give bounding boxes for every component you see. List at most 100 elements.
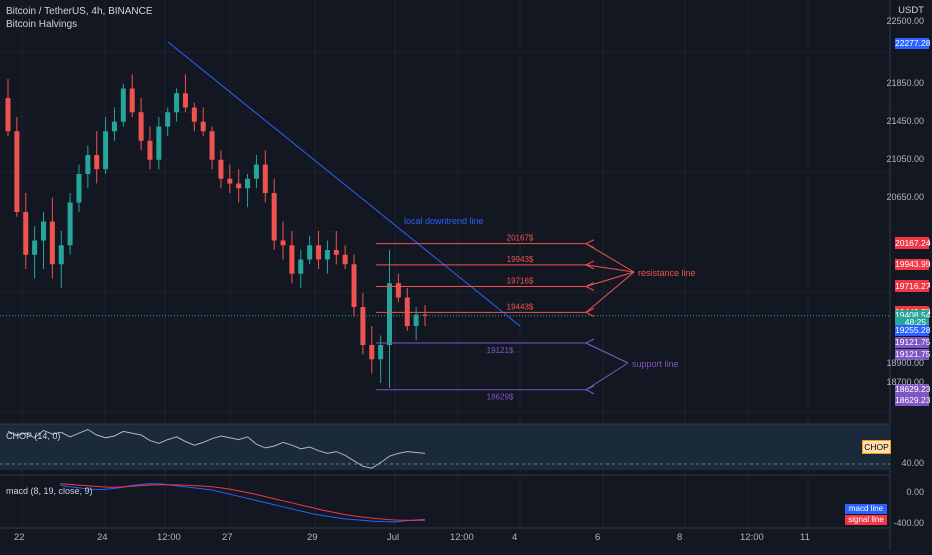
resistance-arrow-line (585, 264, 635, 273)
price-axis-label: 22500.00 (886, 16, 924, 26)
chop-level-label: 40.00 (901, 458, 924, 468)
candle-body (298, 259, 304, 274)
time-axis-label: Jul (387, 532, 400, 543)
resistance-arrow-head (584, 307, 595, 317)
price-tag: 19408.54 (895, 310, 931, 322)
resistance-label: resistance line (638, 268, 696, 278)
candle-body (262, 164, 268, 193)
candle-body (378, 345, 384, 360)
price-axis-label: 18900.00 (886, 358, 924, 368)
candle-body (85, 155, 91, 174)
support-arrow-head (584, 338, 595, 348)
time-axis-label: 29 (307, 532, 318, 543)
time-axis-label: 6 (595, 532, 601, 543)
candle-body (324, 250, 330, 260)
chop-pane-bg (0, 424, 890, 470)
time-axis-label: 8 (677, 532, 683, 543)
candle-body (395, 283, 401, 298)
candle-body (40, 221, 46, 241)
resistance-level-label: 19716$ (507, 276, 534, 285)
price-tag: 19121.75 (895, 337, 931, 349)
candle-body (138, 112, 144, 141)
macd-line-tag: macd line (845, 504, 887, 514)
chop-indicator-title[interactable]: CHOP (14, 0) (6, 431, 61, 441)
price-tag: 22277.28 (895, 37, 931, 49)
time-axis-label: 12:00 (450, 532, 474, 543)
support-label: support line (632, 359, 679, 369)
signal-line-tag: signal line (845, 515, 887, 525)
candle-body (369, 345, 375, 360)
time-axis-label: 11 (800, 532, 810, 543)
candle-body (236, 183, 242, 189)
candle-body (280, 240, 286, 246)
price-axis-label: 21450.00 (886, 115, 924, 126)
macd-indicator-title[interactable]: macd (8, 19, close, 9) (6, 486, 93, 496)
support-arrow-line (585, 362, 629, 391)
candle-body (129, 88, 135, 113)
price-tag: 19121.75 (895, 349, 931, 360)
candle-body (209, 131, 215, 160)
price-axis-label: 21050.00 (886, 153, 924, 164)
chop-badge: CHOP (862, 440, 891, 454)
time-axis-label: 27 (222, 532, 233, 543)
resistance-arrow-head (584, 239, 595, 249)
time-axis-label: 4 (512, 532, 518, 543)
support-level-label: 19121$ (487, 346, 514, 355)
time-axis-label: 22 (14, 532, 25, 543)
price-tag: 48:25 (895, 316, 929, 328)
price-tag: 20167.24 (895, 238, 931, 250)
candle-body (253, 164, 259, 179)
candle-body (360, 307, 366, 345)
currency-label[interactable]: USDT (898, 5, 924, 16)
candle-body (32, 240, 38, 255)
price-tag: 18629.23 (895, 384, 931, 396)
chop-line (7, 428, 426, 469)
candle-body (182, 93, 188, 108)
candle-body (58, 245, 64, 265)
candle-body (413, 314, 419, 326)
resistance-level-label: 19943$ (507, 255, 534, 264)
resistance-arrow-head (584, 282, 595, 291)
downtrend-line[interactable] (167, 41, 521, 327)
candle-body (333, 250, 339, 255)
candle-body (307, 245, 313, 260)
macd-zero-label: 0.00 (906, 487, 924, 497)
price-tag: 18629.23 (895, 394, 931, 406)
candle-body (191, 107, 197, 122)
price-tag: 19943.95 (895, 259, 931, 271)
candle-body (49, 221, 55, 265)
candle-body (147, 140, 153, 160)
price-tag: 19255.28 (895, 324, 931, 336)
candle-body (227, 178, 233, 184)
candle-body (387, 283, 393, 345)
candle-body (156, 126, 162, 160)
resistance-level-label: 19443$ (507, 302, 534, 311)
resistance-arrow-head (584, 260, 595, 270)
candle-body (316, 245, 322, 260)
candle-body (174, 93, 180, 113)
time-axis-label: 12:00 (157, 532, 181, 543)
candle-body (67, 202, 73, 246)
candle-body (218, 159, 224, 179)
support-arrow-head (584, 385, 595, 395)
candle-body (120, 88, 126, 122)
time-axis-label: 12:00 (740, 532, 764, 543)
resistance-arrow-line (585, 271, 635, 313)
signal-line (59, 483, 426, 521)
support-level-label: 18629$ (487, 393, 514, 402)
downtrend-label: local downtrend line (404, 216, 484, 226)
candle-body (422, 314, 428, 316)
candle-body (342, 254, 348, 265)
candle-body (165, 112, 171, 127)
candle-body (245, 178, 251, 189)
time-axis-label: 24 (97, 532, 108, 543)
candle-body (94, 155, 100, 170)
candle-body (271, 193, 277, 241)
resistance-arrow-line (585, 243, 635, 273)
price-axis-label: 18700.00 (886, 377, 924, 387)
macd-line (59, 483, 426, 523)
halvings-indicator-label: Bitcoin Halvings (6, 19, 78, 30)
candle-body (404, 297, 410, 326)
